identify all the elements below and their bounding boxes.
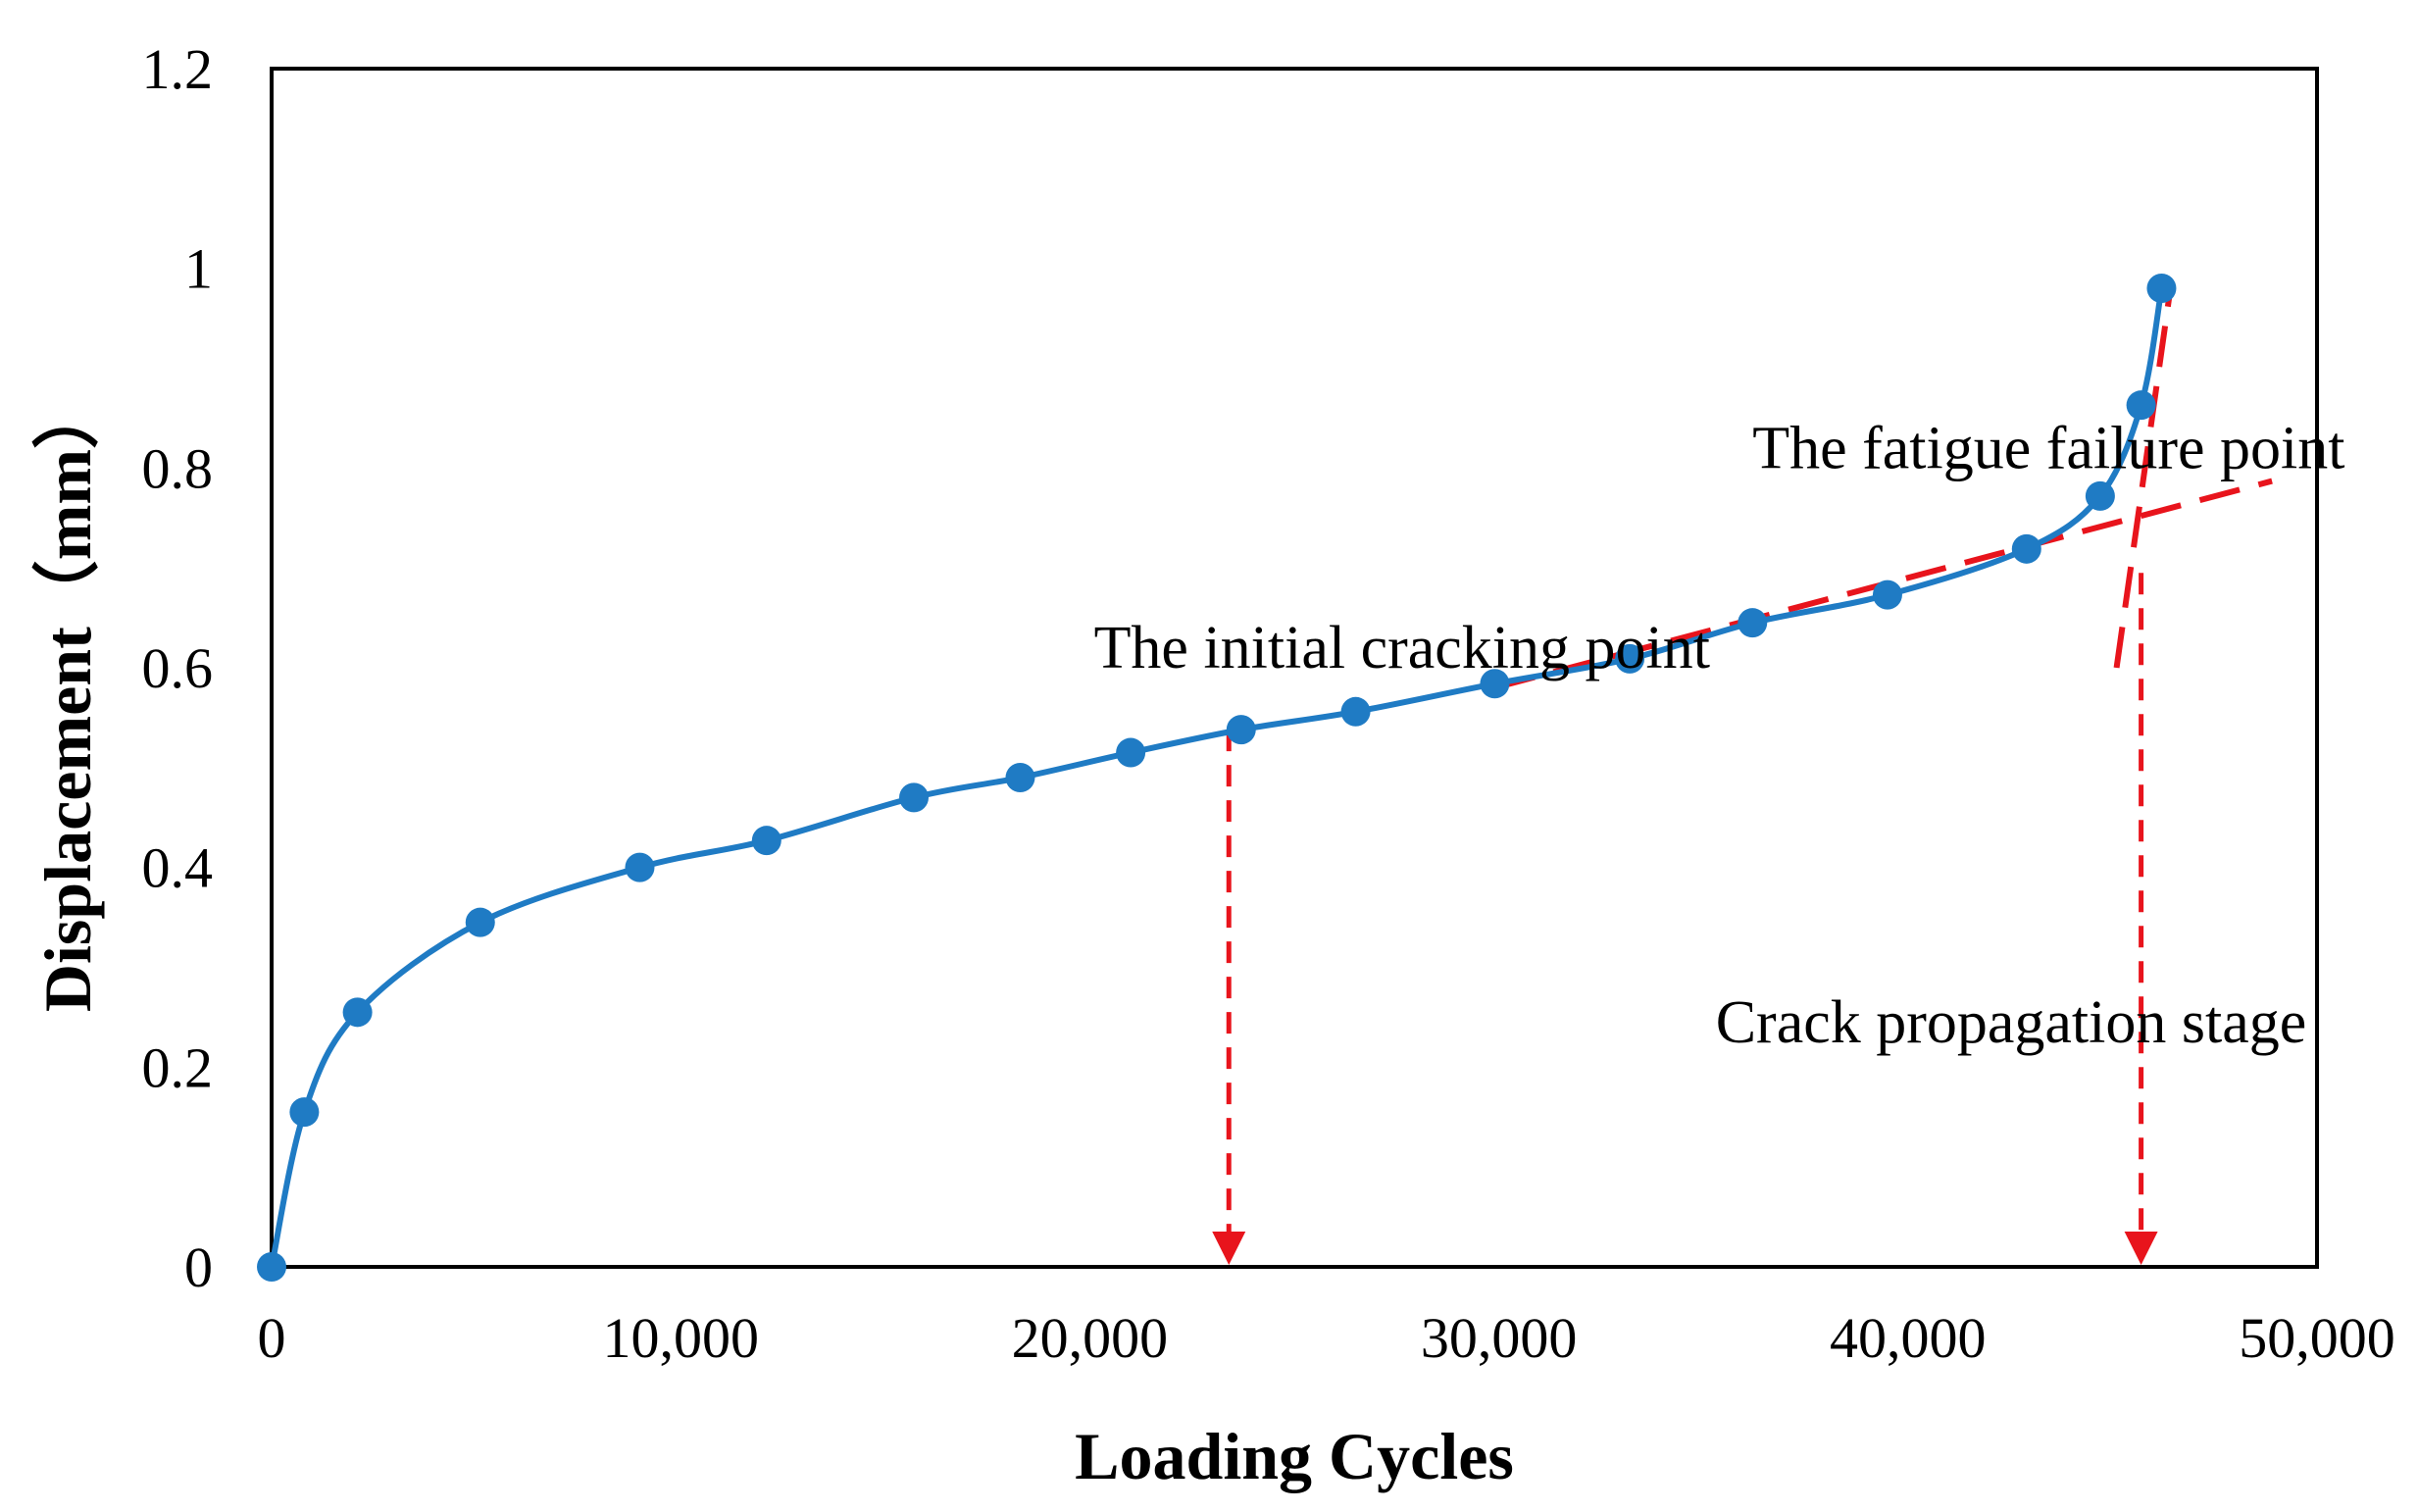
y-tick-label: 0.6: [142, 636, 214, 700]
data-point: [2146, 274, 2177, 304]
y-tick-label: 0.2: [142, 1035, 214, 1099]
crack-stage-label: Crack propagation stage: [1716, 989, 2307, 1056]
y-tick-label: 0: [184, 1235, 213, 1299]
data-point: [342, 997, 373, 1028]
x-tick-label: 0: [258, 1306, 286, 1370]
series-group: [257, 274, 2177, 1282]
y-axis-ticks: 0 0.2 0.4 0.6 0.8 1 1.2: [142, 37, 214, 1299]
data-point: [2126, 390, 2156, 421]
y-tick-label: 0.8: [142, 436, 214, 500]
failure-trend-line: [2113, 292, 2173, 669]
fatigue-failure-arrow-head: [2124, 1232, 2158, 1265]
data-point: [257, 1252, 286, 1282]
vertical-markers: [1212, 573, 2158, 1265]
data-point: [2011, 533, 2041, 564]
data-point: [465, 907, 495, 937]
y-axis-title: Displacement（mm）: [30, 382, 105, 1012]
plot-frame: [270, 67, 2319, 1269]
data-point: [1340, 696, 1371, 727]
data-point: [1872, 580, 1902, 610]
x-tick-label: 10,000: [602, 1306, 759, 1370]
x-axis-title: Loading Cycles: [1075, 1419, 1514, 1493]
data-point: [1226, 715, 1256, 745]
data-point: [289, 1097, 320, 1128]
plot-area: [270, 67, 2319, 1269]
y-tick-label: 1.2: [142, 37, 214, 101]
data-point: [1615, 643, 1645, 674]
data-point: [1005, 763, 1035, 793]
y-tick-label: 0.4: [142, 836, 214, 900]
data-point: [1738, 608, 1768, 638]
data-point: [751, 826, 781, 856]
y-tick-label: 1: [184, 237, 213, 301]
annotations: The initial cracking point The fatigue fa…: [1094, 415, 2345, 1056]
data-point: [899, 782, 930, 813]
x-tick-label: 20,000: [1012, 1306, 1169, 1370]
x-axis-ticks: 0 10,000 20,000 30,000 40,000 50,000: [258, 1306, 2395, 1370]
initial-cracking-arrow-head: [1212, 1232, 1246, 1265]
data-point: [1480, 669, 1510, 699]
x-tick-label: 40,000: [1830, 1306, 1987, 1370]
fatigue-failure-label: The fatigue failure point: [1752, 415, 2344, 481]
x-tick-label: 50,000: [2239, 1306, 2395, 1370]
data-point: [1116, 737, 1146, 768]
x-tick-label: 30,000: [1421, 1306, 1578, 1370]
initial-cracking-label: The initial cracking point: [1094, 615, 1710, 681]
data-point: [625, 852, 655, 882]
data-point: [2085, 480, 2115, 511]
